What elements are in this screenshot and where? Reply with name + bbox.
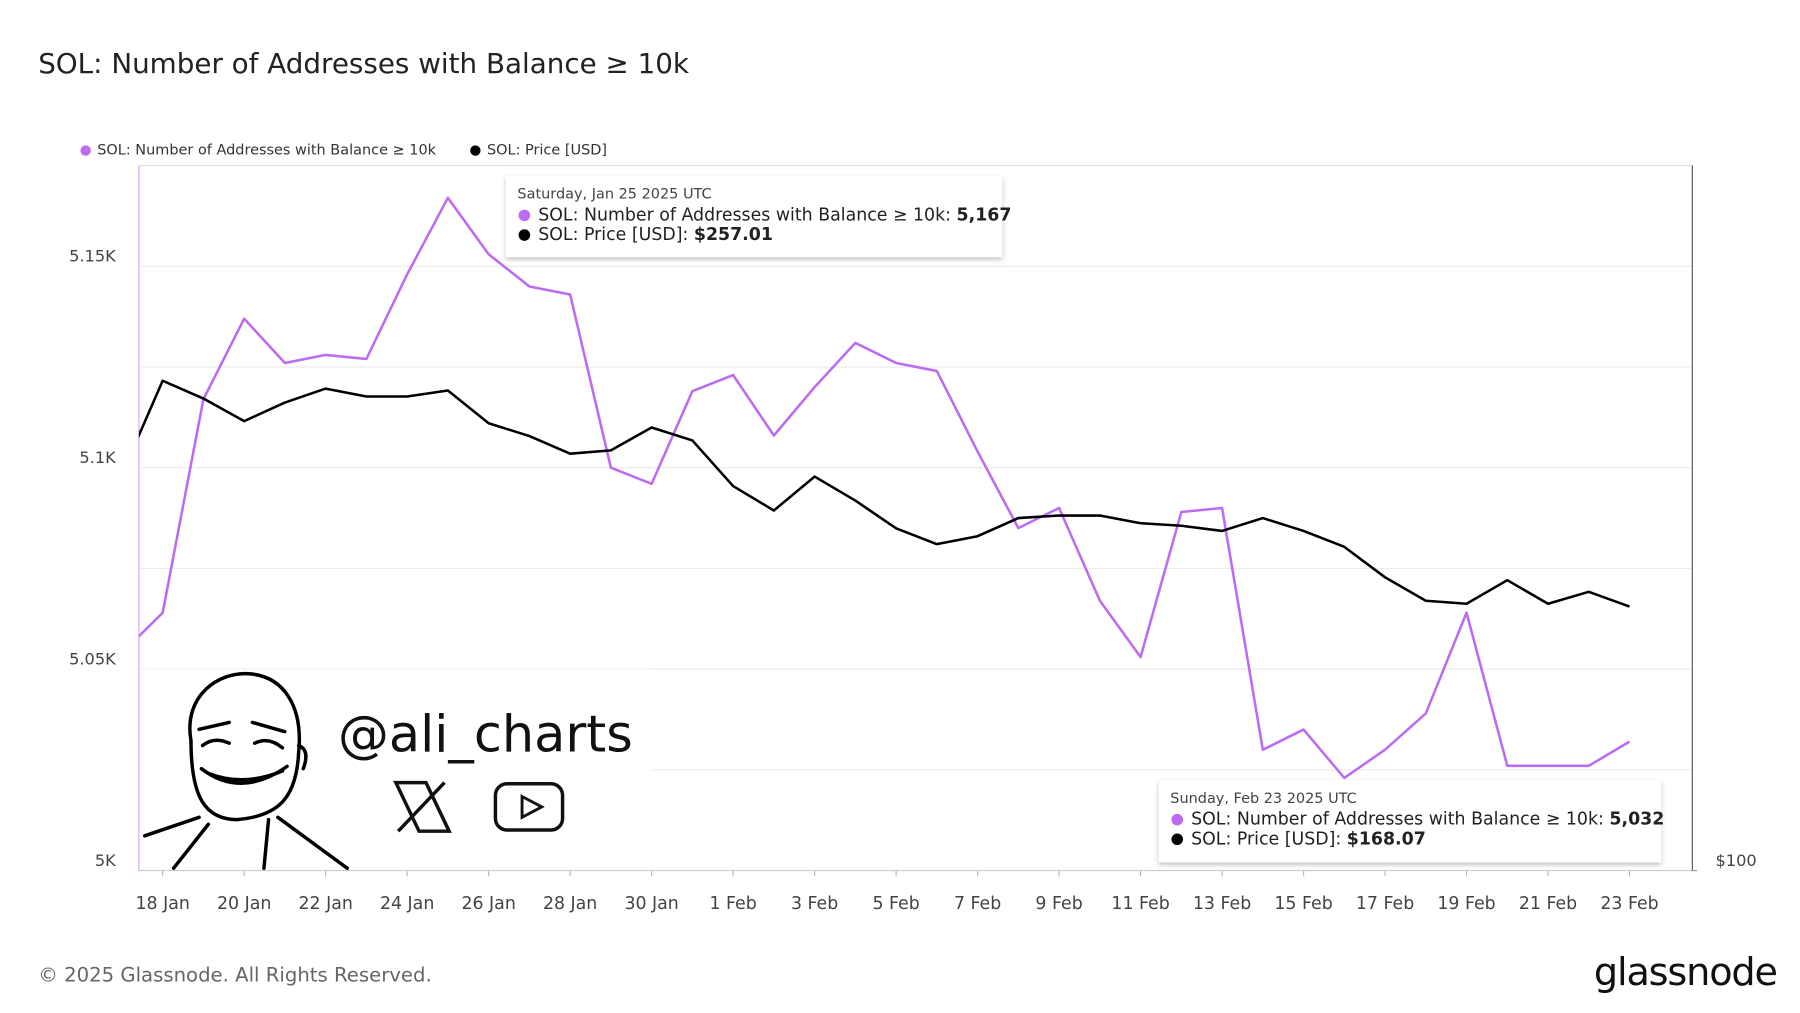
legend-label: SOL: Number of Addresses with Balance ≥ …	[97, 143, 436, 159]
y-tick-label: 5.05K	[69, 649, 116, 668]
x-tick-label: 21 Feb	[1519, 894, 1577, 914]
tooltip-marker	[518, 229, 531, 241]
legend-label: SOL: Price [USD]	[487, 143, 607, 159]
y2-tick-label: $100	[1715, 851, 1756, 870]
watermark-face	[142, 672, 350, 870]
x-tick-label: 11 Feb	[1111, 894, 1169, 914]
y-tick-label: 5K	[95, 851, 116, 870]
series-line	[138, 379, 1630, 608]
x-tick-label: 22 Jan	[298, 894, 352, 914]
tooltip-box	[1158, 780, 1662, 863]
series-line	[138, 196, 1631, 780]
x-tick-label: 1 Feb	[709, 894, 756, 914]
x-tick-label: 9 Feb	[1035, 894, 1082, 914]
tooltip-marker	[1171, 833, 1184, 846]
tooltip: Sunday, Feb 23 2025 UTC SOL: Number of Ad…	[1158, 780, 1664, 863]
tooltip-date: Sunday, Feb 23 2025 UTC	[1170, 791, 1356, 807]
x-tick-label: 23 Feb	[1600, 894, 1658, 914]
chart-title: SOL: Number of Addresses with Balance ≥ …	[38, 47, 689, 80]
legend-marker	[470, 145, 481, 156]
tooltip-row: SOL: Number of Addresses with Balance ≥ …	[538, 205, 1011, 225]
x-tick-label: 20 Jan	[217, 894, 271, 914]
tooltip-date: Saturday, Jan 25 2025 UTC	[517, 187, 711, 203]
series-lines	[138, 196, 1631, 780]
tooltip-series-name: SOL: Price [USD]	[538, 225, 682, 245]
tooltip-series-name: SOL: Number of Addresses with Balance ≥ …	[1191, 810, 1598, 830]
tooltip-row: SOL: Price [USD]: $257.01	[538, 225, 773, 245]
tooltip-value: 5,167	[957, 205, 1012, 225]
face-stroke	[142, 815, 350, 870]
watermark-bg	[141, 669, 651, 869]
y-tick-label: 5.1K	[79, 448, 116, 467]
x-tick-label: 17 Feb	[1356, 894, 1414, 914]
tooltip-value: $168.07	[1347, 829, 1426, 849]
youtube-icon	[493, 781, 565, 832]
face-stroke	[197, 720, 287, 734]
x-icon	[393, 780, 452, 833]
tooltip-marker	[518, 209, 531, 222]
x-tick-label: 26 Jan	[461, 894, 515, 914]
face-stroke	[206, 769, 285, 782]
x-tick-label: 24 Jan	[380, 894, 434, 914]
x-tick-label: 18 Jan	[135, 894, 189, 914]
x-tick-label: 30 Jan	[624, 894, 678, 914]
face-stroke	[296, 743, 308, 771]
brand-logo: glassnode	[1594, 951, 1777, 995]
footer: © 2025 Glassnode. All Rights Reserved.	[38, 963, 432, 986]
youtube-play	[520, 794, 545, 820]
x-tick-label: 28 Jan	[543, 894, 597, 914]
x-tick-label: 19 Feb	[1437, 894, 1495, 914]
y-tick-label: 5.15K	[69, 247, 116, 266]
tooltip-value: 5,032	[1609, 810, 1664, 830]
x-tick-label: 13 Feb	[1193, 894, 1251, 914]
face-stroke	[188, 672, 302, 822]
watermark-handle: @ali_charts	[338, 705, 633, 764]
tooltip-row: SOL: Number of Addresses with Balance ≥ …	[1191, 810, 1664, 830]
x-tick-label: 3 Feb	[791, 894, 838, 914]
tooltip-box	[505, 176, 1003, 258]
tooltip-series-name: SOL: Number of Addresses with Balance ≥ …	[538, 205, 945, 225]
x-tick-label: 5 Feb	[872, 894, 919, 914]
tooltip: Saturday, Jan 25 2025 UTC SOL: Number of …	[505, 176, 1011, 258]
tooltip-marker	[1171, 813, 1184, 826]
tooltip-value: $257.01	[694, 225, 773, 245]
watermark: @ali_charts	[141, 669, 651, 870]
tooltip-row: SOL: Price [USD]: $168.07	[1191, 829, 1426, 849]
face-stroke	[200, 738, 285, 750]
legend-marker	[80, 145, 91, 156]
x-tick-label: 7 Feb	[954, 894, 1001, 914]
x-tick-label: 15 Feb	[1274, 894, 1332, 914]
tooltip-series-name: SOL: Price [USD]	[1191, 829, 1335, 849]
